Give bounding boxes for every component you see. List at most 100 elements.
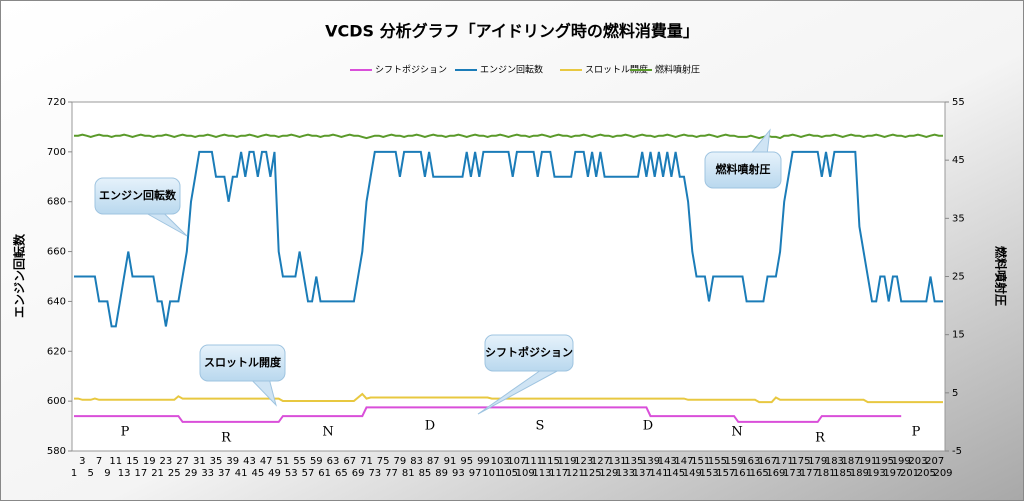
y2-axis-title: 燃料噴射圧 bbox=[994, 246, 1009, 306]
x-tick-label: 65 bbox=[335, 468, 348, 479]
x-tick-label: 75 bbox=[377, 456, 390, 467]
y2-tick-label: 35 bbox=[952, 213, 965, 224]
x-tick-label: 49 bbox=[268, 468, 281, 479]
x-tick-label: 63 bbox=[327, 456, 340, 467]
x-tick-label: 37 bbox=[218, 468, 231, 479]
x-tick-label: 121 bbox=[566, 468, 585, 479]
x-tick-label: 69 bbox=[352, 468, 365, 479]
x-tick-label: 161 bbox=[733, 468, 752, 479]
x-tick-label: 157 bbox=[716, 468, 735, 479]
x-tick-label: 137 bbox=[633, 468, 652, 479]
callout-box bbox=[704, 151, 782, 189]
callout-box bbox=[484, 334, 574, 372]
x-tick-label: 45 bbox=[251, 468, 264, 479]
y-tick-label: 700 bbox=[47, 147, 66, 158]
x-tick-label: 123 bbox=[574, 456, 593, 467]
x-tick-label: 79 bbox=[394, 456, 407, 467]
x-tick-label: 71 bbox=[360, 456, 373, 467]
x-tick-label: 31 bbox=[193, 456, 206, 467]
x-tick-label: 97 bbox=[469, 468, 482, 479]
y-tick-label: 720 bbox=[47, 97, 66, 108]
x-tick-label: 135 bbox=[624, 456, 643, 467]
shift-label: P bbox=[121, 425, 130, 440]
series-line bbox=[74, 150, 943, 328]
x-tick-label: 29 bbox=[185, 468, 198, 479]
x-tick-label: 175 bbox=[791, 456, 810, 467]
y-tick-label: 660 bbox=[47, 247, 66, 258]
shift-label: D bbox=[425, 419, 435, 434]
x-tick-label: 125 bbox=[583, 468, 602, 479]
x-tick-label: 191 bbox=[858, 456, 877, 467]
shift-label: N bbox=[731, 425, 742, 440]
x-tick-label: 209 bbox=[933, 468, 952, 479]
x-tick-label: 7 bbox=[96, 456, 102, 467]
x-tick-label: 149 bbox=[683, 468, 702, 479]
x-tick-label: 73 bbox=[368, 468, 381, 479]
shift-label: R bbox=[815, 431, 826, 446]
callout-text: スロットル開度 bbox=[204, 355, 282, 369]
y2-tick-label: 55 bbox=[952, 97, 965, 108]
x-tick-label: 103 bbox=[491, 456, 510, 467]
x-tick-label: 83 bbox=[410, 456, 423, 467]
x-tick-label: 61 bbox=[318, 468, 331, 479]
x-tick-label: 27 bbox=[176, 456, 189, 467]
x-tick-label: 139 bbox=[641, 456, 660, 467]
x-tick-label: 59 bbox=[310, 456, 323, 467]
x-tick-label: 183 bbox=[825, 456, 844, 467]
x-tick-label: 109 bbox=[516, 468, 535, 479]
y2-tick-label: 25 bbox=[952, 272, 965, 283]
x-tick-label: 51 bbox=[277, 456, 290, 467]
x-tick-label: 9 bbox=[104, 468, 110, 479]
x-tick-label: 117 bbox=[549, 468, 568, 479]
x-tick-label: 41 bbox=[235, 468, 248, 479]
series-line bbox=[74, 133, 943, 140]
legend-label: エンジン回転数 bbox=[480, 64, 543, 76]
y-tick-label: 680 bbox=[47, 197, 66, 208]
x-tick-label: 167 bbox=[758, 456, 777, 467]
chart-title: VCDS 分析グラフ「アイドリング時の燃料消費量」 bbox=[325, 22, 699, 41]
x-tick-label: 195 bbox=[875, 456, 894, 467]
shift-label: S bbox=[536, 419, 545, 434]
y-tick-label: 580 bbox=[47, 446, 66, 457]
x-tick-label: 207 bbox=[925, 456, 944, 467]
callout-box bbox=[94, 177, 181, 215]
x-tick-label: 107 bbox=[507, 456, 526, 467]
x-tick-label: 185 bbox=[833, 468, 852, 479]
callout-text: エンジン回転数 bbox=[99, 188, 177, 202]
x-tick-label: 81 bbox=[402, 468, 415, 479]
x-tick-label: 151 bbox=[691, 456, 710, 467]
x-tick-label: 171 bbox=[775, 456, 794, 467]
legend-label: シフトポジション bbox=[375, 65, 447, 76]
x-tick-label: 127 bbox=[591, 456, 610, 467]
y2-tick-label: 15 bbox=[952, 330, 965, 341]
shift-label: P bbox=[912, 425, 921, 440]
x-tick-label: 57 bbox=[302, 468, 315, 479]
x-tick-label: 91 bbox=[444, 456, 457, 467]
x-tick-label: 47 bbox=[260, 456, 273, 467]
x-tick-label: 23 bbox=[160, 456, 173, 467]
x-tick-label: 55 bbox=[293, 456, 306, 467]
x-tick-label: 179 bbox=[808, 456, 827, 467]
x-tick-label: 105 bbox=[499, 468, 518, 479]
callout-box bbox=[199, 344, 286, 382]
x-tick-label: 165 bbox=[750, 468, 769, 479]
x-tick-label: 17 bbox=[134, 468, 147, 479]
x-tick-label: 95 bbox=[460, 456, 473, 467]
series-line bbox=[74, 392, 943, 404]
x-tick-label: 189 bbox=[850, 468, 869, 479]
x-tick-label: 203 bbox=[908, 456, 927, 467]
x-tick-label: 187 bbox=[842, 456, 861, 467]
x-tick-label: 129 bbox=[599, 468, 618, 479]
x-tick-label: 5 bbox=[88, 468, 94, 479]
x-tick-label: 159 bbox=[725, 456, 744, 467]
x-tick-label: 35 bbox=[210, 456, 223, 467]
x-tick-label: 197 bbox=[883, 468, 902, 479]
x-tick-label: 143 bbox=[658, 456, 677, 467]
x-tick-label: 39 bbox=[226, 456, 239, 467]
x-tick-label: 193 bbox=[867, 468, 886, 479]
x-tick-label: 163 bbox=[741, 456, 760, 467]
x-tick-label: 131 bbox=[608, 456, 627, 467]
x-tick-label: 155 bbox=[708, 456, 727, 467]
callout-text: 燃料噴射圧 bbox=[715, 162, 771, 176]
callout-text: シフトポジション bbox=[485, 345, 573, 359]
